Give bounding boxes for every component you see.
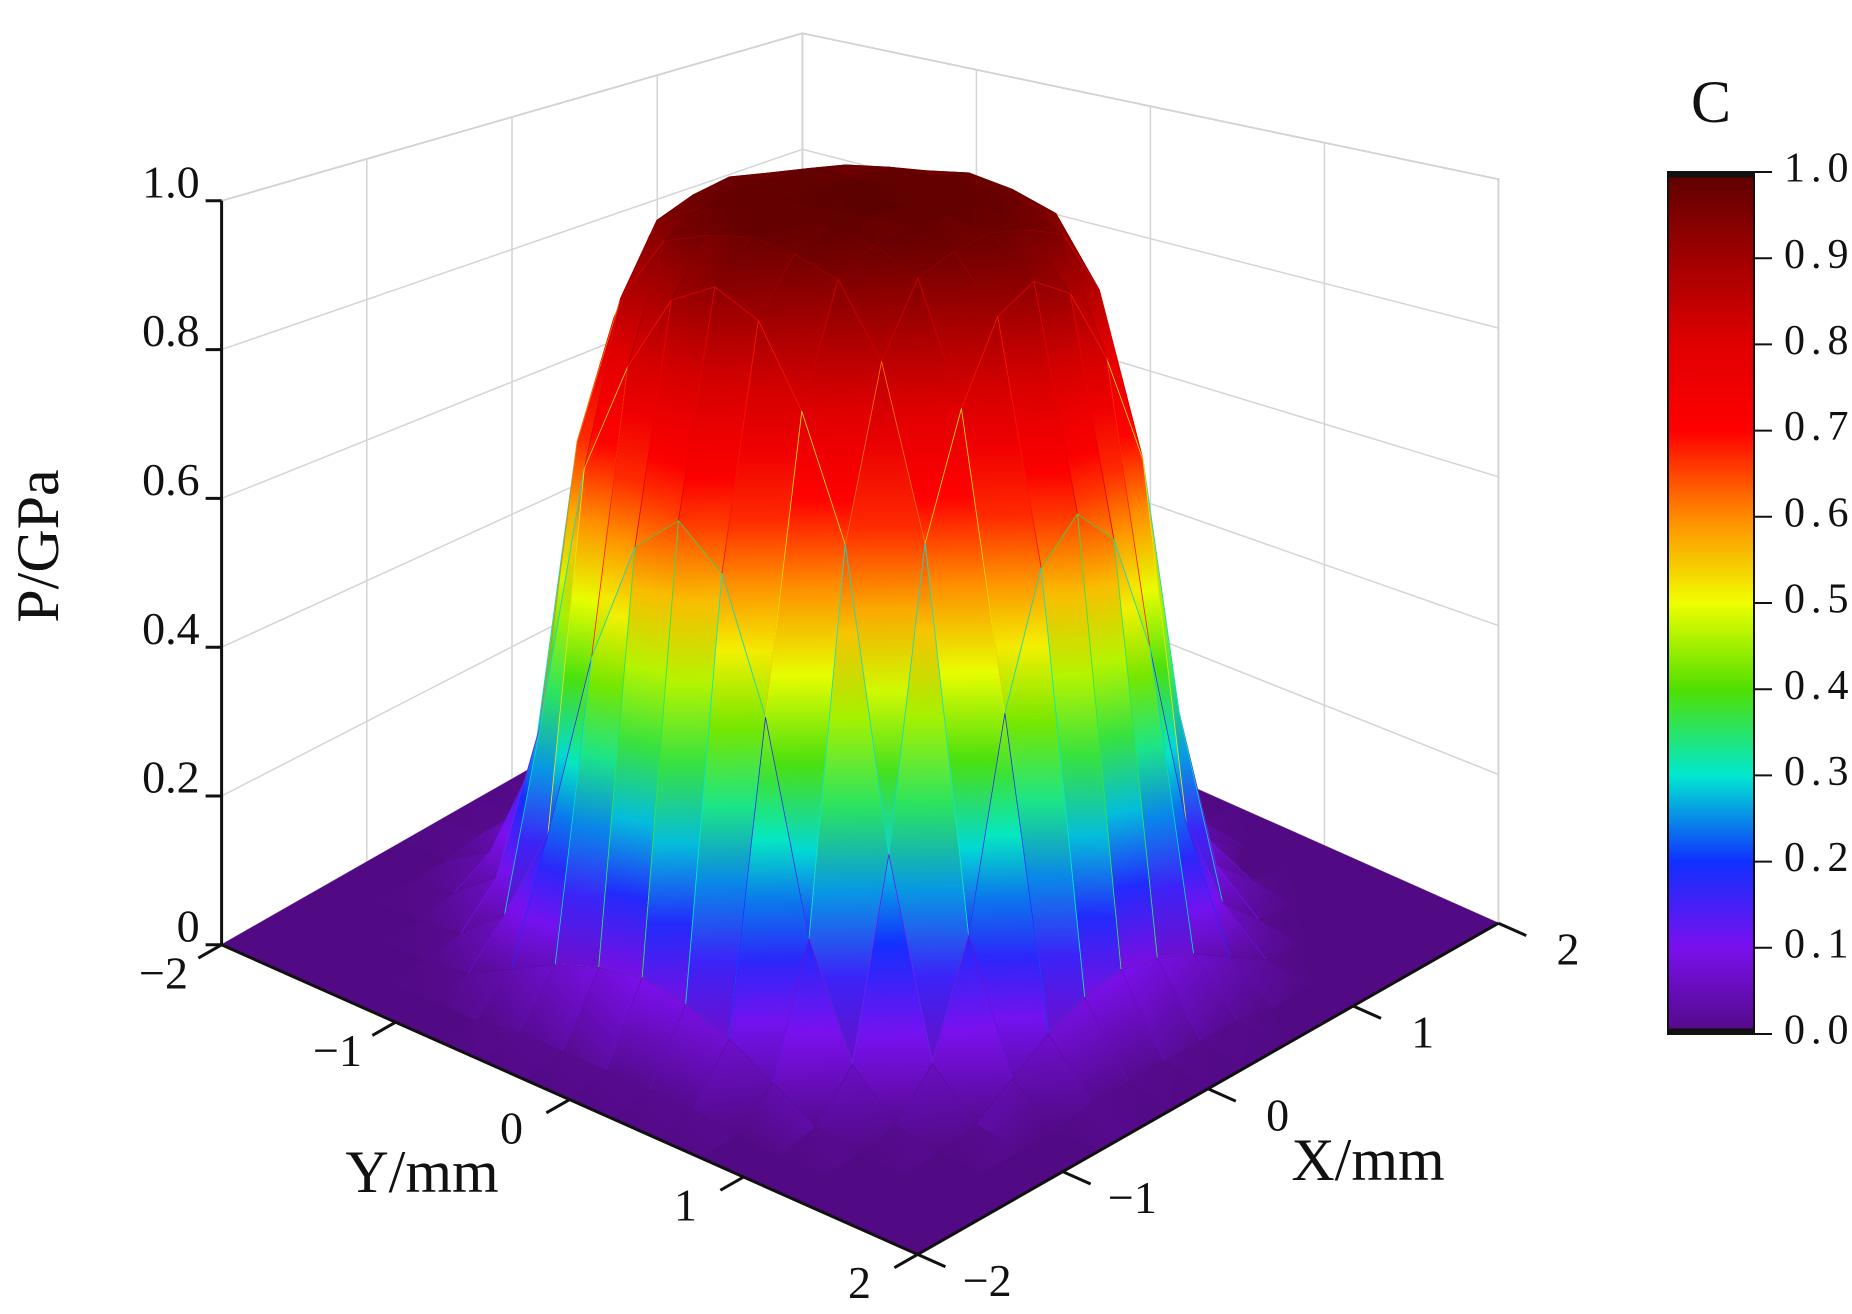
y-tick [197,943,223,960]
colorbar-tick-label: 1.0 [1784,146,1852,192]
y-tick-label: 2 [848,1257,871,1308]
x-tick [1352,1004,1382,1020]
y-tick [545,1098,571,1115]
x-tick [1207,1087,1237,1103]
z-tick-label: 0.4 [142,603,200,654]
surface [221,164,1499,1255]
x-tick [1062,1170,1092,1186]
x-tick [1497,921,1527,937]
colorbar-tick-label: 0.3 [1784,749,1852,795]
z-tick-label: 0.2 [142,752,200,803]
x-tick-label: 0 [1266,1089,1289,1140]
grid-line [221,32,1499,202]
y-tick-label: 0 [500,1102,523,1153]
x-tick-label: −1 [1108,1172,1157,1223]
colorbar-tick-label: 0.4 [1784,663,1852,709]
y-tick [893,1253,919,1269]
y-tick [719,1175,745,1192]
colorbar-tick-label: 0.2 [1784,835,1852,881]
colorbar: 0.0 0.1 0.2 0.3 0.4 0.5 0.6 0.7 0.8 0.9 1.0 [1667,146,1852,1054]
x-tick-label: 2 [1557,924,1580,975]
z-axis-title: P/GPa [5,469,71,622]
colorbar-tick-label: 0.7 [1784,404,1852,450]
grid-line [221,148,1499,351]
x-tick-label: −2 [963,1255,1012,1306]
x-tick-label: 1 [1411,1007,1434,1058]
y-axis-title: Y/mm [345,1139,498,1205]
colorbar-tick-label: 0.8 [1784,318,1852,364]
z-tick-label: 0 [177,900,200,951]
axes: 0 0.2 0.4 0.6 0.8 1.0 −2 −1 0 1 2 −2 −1 0 1 2 [139,156,1579,1308]
colorbar-title: C [1691,69,1731,135]
y-tick [371,1020,397,1037]
colorbar-tick-label: 0.6 [1784,490,1852,536]
x-tick [916,1253,947,1269]
colorbar-tick-label: 0.9 [1784,232,1852,278]
y-tick-label: −1 [313,1025,362,1076]
z-tick-label: 1.0 [142,156,200,207]
colorbar-scale [1667,171,1755,1035]
y-tick-label: 1 [674,1180,697,1231]
colorbar-tick-label: 0.5 [1784,577,1852,623]
colorbar-tick-label: 0.1 [1784,921,1852,967]
x-axis-title: X/mm [1291,1127,1444,1193]
z-tick-label: 0.6 [142,454,200,505]
y-tick-label: −2 [139,947,188,998]
colorbar-tick-label: 0.0 [1784,1008,1852,1054]
z-tick-label: 0.8 [142,305,200,356]
